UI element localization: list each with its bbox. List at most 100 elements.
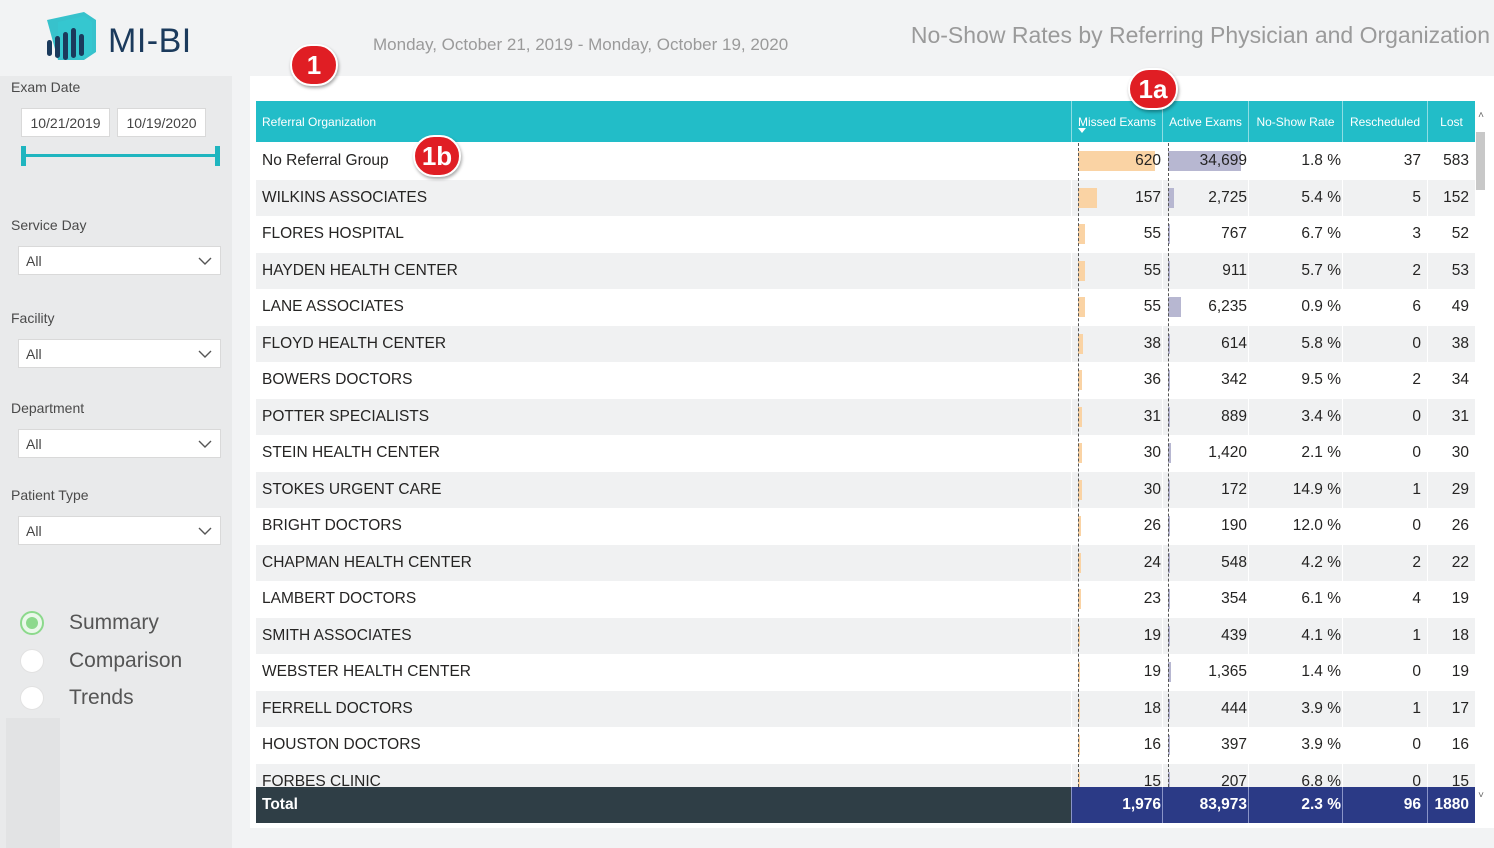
table-row[interactable]: WILKINS ASSOCIATES 157 2,725 5.4 % 5 152 xyxy=(256,179,1475,216)
active-exams-cell: 397 xyxy=(1221,736,1247,754)
exam-date-start-input[interactable]: 10/21/2019 xyxy=(21,108,110,137)
no-show-rate-cell: 9.5 % xyxy=(1301,371,1341,389)
rescheduled-cell: 0 xyxy=(1412,407,1421,425)
column-divider xyxy=(1427,581,1428,618)
missed-exams-cell: 36 xyxy=(1143,371,1161,389)
column-divider xyxy=(1162,654,1163,691)
column-header-active-exams[interactable]: Active Exams xyxy=(1162,101,1248,142)
exam-date-slider[interactable] xyxy=(23,154,218,157)
table-row[interactable]: FORBES CLINIC 15 207 6.8 % 0 15 xyxy=(256,763,1475,787)
table-row[interactable]: CHAPMAN HEALTH CENTER 24 548 4.2 % 2 22 xyxy=(256,544,1475,581)
lost-cell: 22 xyxy=(1451,553,1469,571)
scroll-down-icon[interactable]: ˅ xyxy=(1478,790,1484,801)
missed-exams-cell: 55 xyxy=(1143,261,1161,279)
radio-unselected-icon[interactable] xyxy=(20,649,44,673)
view-option-comparison[interactable]: Comparison xyxy=(20,649,182,673)
active-exams-cell: 2,725 xyxy=(1208,188,1247,206)
department-value: All xyxy=(26,435,42,452)
column-divider xyxy=(1248,508,1249,545)
rescheduled-cell: 1 xyxy=(1412,480,1421,498)
active-exams-cell: 614 xyxy=(1221,334,1247,352)
exam-date-end-input[interactable]: 10/19/2020 xyxy=(117,108,206,137)
column-divider xyxy=(1342,216,1343,253)
table-row[interactable]: No Referral Group 620 34,699 1.8 % 37 583 xyxy=(256,143,1475,180)
table-row[interactable]: HAYDEN HEALTH CENTER 55 911 5.7 % 2 53 xyxy=(256,252,1475,289)
slider-start-handle[interactable] xyxy=(21,146,26,166)
missed-exams-cell: 18 xyxy=(1143,699,1161,717)
column-divider xyxy=(1342,508,1343,545)
scroll-up-icon[interactable]: ˄ xyxy=(1478,110,1484,121)
department-label: Department xyxy=(11,400,85,416)
table-row[interactable]: FLORES HOSPITAL 55 767 6.7 % 3 52 xyxy=(256,216,1475,253)
column-divider xyxy=(1248,471,1249,508)
radio-selected-icon[interactable] xyxy=(20,611,44,635)
rescheduled-cell: 6 xyxy=(1412,298,1421,316)
logo-area: MI-BI xyxy=(0,0,260,76)
table-row[interactable]: LANE ASSOCIATES 55 6,235 0.9 % 6 49 xyxy=(256,289,1475,326)
active-exams-cell: 1,365 xyxy=(1208,663,1247,681)
table-row[interactable]: HOUSTON DOCTORS 16 397 3.9 % 0 16 xyxy=(256,727,1475,764)
missed-exams-cell: 30 xyxy=(1143,444,1161,462)
column-divider xyxy=(1071,617,1072,654)
column-divider xyxy=(1162,763,1163,787)
missed-exams-cell: 55 xyxy=(1143,225,1161,243)
missed-data-bar xyxy=(1078,662,1081,683)
column-divider xyxy=(1162,252,1163,289)
date-range-text: Monday, October 21, 2019 - Monday, Octob… xyxy=(373,35,789,54)
divider xyxy=(1071,787,1072,823)
table-row[interactable]: SMITH ASSOCIATES 19 439 4.1 % 1 18 xyxy=(256,617,1475,654)
active-exams-cell: 911 xyxy=(1222,261,1247,279)
missed-exams-cell: 30 xyxy=(1143,480,1161,498)
department-dropdown[interactable]: All xyxy=(18,429,221,458)
column-divider xyxy=(1071,179,1072,216)
column-divider xyxy=(1071,763,1072,787)
no-show-rate-cell: 4.2 % xyxy=(1301,553,1341,571)
table-row[interactable]: BOWERS DOCTORS 36 342 9.5 % 2 34 xyxy=(256,362,1475,399)
patient-type-dropdown[interactable]: All xyxy=(18,516,221,545)
referral-organization-cell: HAYDEN HEALTH CENTER xyxy=(262,261,458,279)
column-divider xyxy=(1248,654,1249,691)
column-divider xyxy=(1342,581,1343,618)
view-option-summary[interactable]: Summary xyxy=(20,611,159,635)
vertical-scrollbar-thumb[interactable] xyxy=(1476,132,1485,190)
table-row[interactable]: FLOYD HEALTH CENTER 38 614 5.8 % 0 38 xyxy=(256,325,1475,362)
column-header-missed-exams[interactable]: Missed Exams xyxy=(1071,101,1162,142)
no-show-rate-cell: 4.1 % xyxy=(1301,626,1341,644)
column-header-referral-organization[interactable]: Referral Organization xyxy=(262,114,377,129)
exam-date-label: Exam Date xyxy=(11,79,81,95)
rescheduled-cell: 4 xyxy=(1412,590,1421,608)
active-exams-cell: 439 xyxy=(1221,626,1247,644)
slider-end-handle[interactable] xyxy=(215,146,220,166)
divider xyxy=(1162,787,1163,823)
table-row[interactable]: BRIGHT DOCTORS 26 190 12.0 % 0 26 xyxy=(256,508,1475,545)
lost-cell: 34 xyxy=(1451,371,1469,389)
table-row[interactable]: LAMBERT DOCTORS 23 354 6.1 % 4 19 xyxy=(256,581,1475,618)
view-option-trends[interactable]: Trends xyxy=(20,686,134,710)
active-bar-axis-line xyxy=(1168,143,1169,787)
missed-exams-cell: 15 xyxy=(1143,772,1161,787)
column-divider xyxy=(1248,325,1249,362)
table-row[interactable]: FERRELL DOCTORS 18 444 3.9 % 1 17 xyxy=(256,690,1475,727)
table-row[interactable]: WEBSTER HEALTH CENTER 19 1,365 1.4 % 0 19 xyxy=(256,654,1475,691)
missed-data-bar xyxy=(1078,224,1085,245)
column-divider xyxy=(1342,325,1343,362)
missed-exams-cell: 23 xyxy=(1143,590,1161,608)
column-divider xyxy=(1427,508,1428,545)
column-header-no-show-rate[interactable]: No-Show Rate xyxy=(1248,101,1342,142)
referral-organization-cell: LANE ASSOCIATES xyxy=(262,298,404,316)
column-divider xyxy=(1427,471,1428,508)
annotation-badge-1a: 1a xyxy=(1128,68,1178,110)
referral-organization-cell: BRIGHT DOCTORS xyxy=(262,517,402,535)
facility-value: All xyxy=(26,345,42,362)
no-show-rate-cell: 6.1 % xyxy=(1301,590,1341,608)
facility-dropdown[interactable]: All xyxy=(18,339,221,368)
table-row[interactable]: POTTER SPECIALISTS 31 889 3.4 % 0 31 xyxy=(256,398,1475,435)
column-header-lost[interactable]: Lost xyxy=(1427,101,1475,142)
table-row[interactable]: STEIN HEALTH CENTER 30 1,420 2.1 % 0 30 xyxy=(256,435,1475,472)
service-day-dropdown[interactable]: All xyxy=(18,246,221,275)
radio-unselected-icon[interactable] xyxy=(20,686,44,710)
column-divider xyxy=(1248,398,1249,435)
table-row[interactable]: STOKES URGENT CARE 30 172 14.9 % 1 29 xyxy=(256,471,1475,508)
column-header-rescheduled[interactable]: Rescheduled xyxy=(1342,101,1427,142)
missed-exams-cell: 157 xyxy=(1135,188,1161,206)
